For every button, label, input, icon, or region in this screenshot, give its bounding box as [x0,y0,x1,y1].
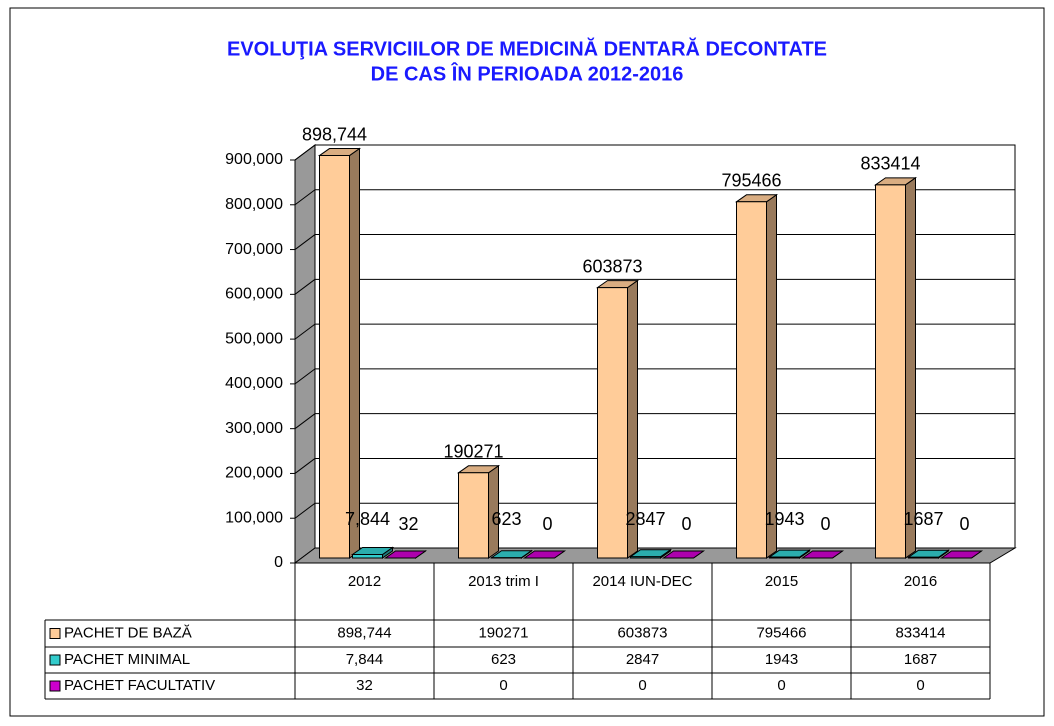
table-cell: 1943 [765,651,798,668]
bar-face [349,147,360,559]
bar-face [630,556,661,559]
data-label: 603873 [582,256,642,276]
data-label: 7,844 [345,509,390,529]
bar [595,279,640,559]
y-tick-label: 700,000 [225,241,283,258]
y-tick-label: 600,000 [225,286,283,303]
grid-line-side [294,413,316,430]
grid-line-side [294,234,316,250]
grid-line-side [294,278,316,295]
table-cell: 603873 [617,624,667,641]
legend-label: PACHET FACULTATIV [64,677,215,694]
bar-face [458,472,489,559]
table-cell: 190271 [478,624,528,641]
bar-face [908,556,939,559]
data-label: 190271 [443,442,503,462]
bar-face [875,184,906,559]
bar [800,550,845,559]
data-label: 0 [820,514,830,534]
bar [456,464,501,559]
x-tick-label: 2016 [904,573,937,590]
table-cell: 2847 [626,651,659,668]
data-label: 898,744 [302,124,367,144]
y-tick-label: 0 [274,554,283,571]
bar [489,549,534,559]
table-cell: 623 [491,651,516,668]
grid-line-side [294,323,316,340]
data-label: 1943 [764,509,804,529]
legend-swatch [49,680,61,692]
bar [906,549,951,559]
bar-face [736,201,767,559]
data-label: 32 [398,514,418,534]
legend-swatch [49,628,61,639]
data-label: 0 [542,514,552,534]
data-label: 795466 [721,171,781,191]
bar [522,550,567,559]
table-cell: 795466 [756,624,806,641]
x-tick-label: 2012 [348,573,381,590]
data-label: 1687 [903,509,943,529]
legend-label: PACHET DE BAZĂ [64,624,192,641]
table-cell: 833414 [895,624,945,641]
grid-line-side [294,502,316,519]
bar-face [769,556,800,559]
data-label: 623 [491,509,521,529]
table-cell: 1687 [904,651,937,668]
bar [350,546,395,559]
table-cell: 0 [916,677,924,694]
bar [734,193,779,559]
y-tick-label: 500,000 [225,330,283,347]
bar [873,176,918,559]
data-label: 0 [681,514,691,534]
bar [628,548,673,559]
grid-line-side [294,144,316,161]
bar [767,549,812,559]
y-tick-label: 900,000 [225,151,283,168]
bar-face [319,155,350,559]
table-cell: 32 [356,677,373,694]
y-tick-label: 400,000 [225,375,283,392]
legend-swatch [49,654,61,666]
legend-label: PACHET MINIMAL [64,651,190,668]
table-cell: 898,744 [337,624,391,641]
bar [939,550,984,559]
table-cell: 0 [777,677,785,694]
x-tick-label: 2014 IUN-DEC [592,573,692,590]
y-tick-label: 200,000 [225,465,283,482]
data-label: 0 [959,514,969,534]
chart-title-line: EVOLUŢIA SERVICIILOR DE MEDICINĂ DENTARĂ… [227,37,827,60]
bar-face [597,287,628,559]
x-tick-label: 2015 [765,573,798,590]
bar [661,550,706,559]
bar-face [766,193,777,559]
table-cell: 0 [638,677,646,694]
bar-face [905,176,916,559]
data-label: 833414 [860,154,920,174]
table-cell: 0 [499,677,507,694]
chart-title-line: DE CAS ÎN PERIOADA 2012-2016 [371,61,684,85]
y-tick-label: 800,000 [225,196,283,213]
side-wall [294,144,316,564]
bar-face [352,553,383,559]
grid-line-side [294,458,316,474]
grid-line-side [294,368,316,385]
bar [317,147,362,559]
x-tick-label: 2013 trim I [468,573,539,590]
table-cell: 7,844 [346,651,384,668]
y-tick-label: 100,000 [225,509,283,526]
grid-line-side [294,189,316,206]
data-label: 2847 [625,509,665,529]
bar [383,550,428,559]
y-tick-label: 300,000 [225,420,283,437]
